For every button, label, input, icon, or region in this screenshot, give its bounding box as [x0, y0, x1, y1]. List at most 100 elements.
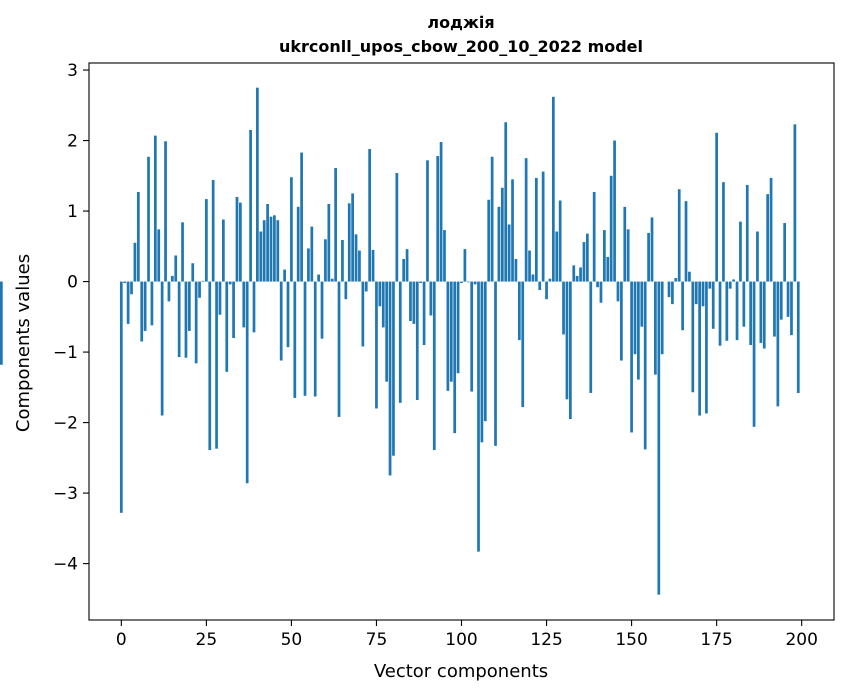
bar-component-101 — [463, 249, 467, 282]
bar-component-146 — [616, 281, 620, 302]
chart-title: лоджія — [427, 13, 494, 32]
bar-component-84 — [405, 249, 409, 282]
bar-component-39 — [252, 281, 256, 333]
bar-component-195 — [783, 223, 787, 282]
bar-component-64 — [337, 281, 341, 417]
bar-component-187 — [756, 231, 759, 282]
bar-component-30 — [222, 219, 225, 282]
bar-component-21 — [191, 263, 195, 282]
bar-component-155 — [647, 232, 650, 282]
bar-component-183 — [742, 281, 746, 327]
bar-component-170 — [698, 281, 701, 416]
bar-component-130 — [562, 281, 565, 335]
bar-component-180 — [732, 279, 736, 282]
bar-component-59 — [320, 281, 324, 339]
bar-component-162 — [671, 281, 674, 305]
bar-component-45 — [273, 215, 276, 282]
bar-component-52 — [296, 206, 300, 282]
bar-component-176 — [718, 281, 722, 346]
bar-component-102 — [466, 281, 470, 283]
bar-component-163 — [674, 278, 678, 282]
bar-component-106 — [480, 281, 484, 443]
bar-component-63 — [334, 168, 337, 282]
bar-component-192 — [773, 281, 776, 337]
bar-component-65 — [341, 239, 344, 282]
bar-component-0 — [119, 281, 123, 513]
bar-component-20 — [187, 281, 191, 331]
bar-component-32 — [228, 281, 232, 285]
bar-component-136 — [582, 242, 586, 282]
bar-component-153 — [640, 281, 644, 327]
bar-component-92 — [432, 281, 436, 451]
bar-component-95 — [443, 230, 446, 282]
bar-component-148 — [623, 206, 627, 282]
bar-component-185 — [749, 281, 753, 346]
y-tick-label: 2 — [67, 132, 78, 152]
bar-component-41 — [259, 231, 263, 282]
bar-component-60 — [324, 239, 327, 282]
bar-component-27 — [211, 180, 215, 282]
bar-component-47 — [279, 281, 283, 361]
bar-component-58 — [317, 274, 320, 282]
bar-component-149 — [626, 229, 630, 282]
bar-component-10 — [153, 135, 157, 282]
bar-component-19 — [184, 281, 188, 358]
bar-component-111 — [497, 206, 501, 282]
bar-component-43 — [266, 204, 269, 282]
bar-component-80 — [392, 281, 395, 456]
bar-component-127 — [551, 96, 555, 282]
bar-component-177 — [722, 182, 725, 282]
bar-component-182 — [739, 221, 742, 282]
y-axis-ticks: −4 −3 −2 −1 0 1 2 3 — [53, 61, 89, 575]
bar-component-77 — [381, 281, 385, 328]
bar-component-171 — [701, 281, 705, 307]
bar-component-172 — [705, 281, 708, 414]
bar-component-38 — [249, 129, 252, 282]
y-tick-label: −4 — [53, 555, 78, 575]
bar-component-13 — [164, 141, 167, 282]
bar-component-147 — [620, 281, 623, 361]
bar-component-174 — [711, 281, 715, 329]
bar-component-74 — [371, 249, 375, 282]
bar-component-51 — [293, 281, 297, 398]
bar-component-117 — [517, 281, 521, 341]
bar-component-134 — [575, 275, 579, 282]
bar-component-83 — [402, 259, 406, 282]
bar-component-128 — [555, 231, 559, 282]
bar-component-165 — [681, 281, 684, 331]
y-tick-label: 0 — [67, 273, 78, 293]
bar-component-137 — [586, 233, 589, 282]
bar-component-124 — [541, 171, 545, 282]
bar-component-25 — [205, 199, 208, 282]
bar-component-142 — [603, 230, 606, 282]
bar-component-131 — [565, 281, 569, 400]
bar-component-158 — [657, 281, 661, 595]
bar-component-73 — [368, 149, 372, 282]
bar-component-105 — [477, 281, 480, 552]
bar-component-78 — [385, 281, 389, 382]
bar-component-121 — [531, 274, 535, 282]
bar-component-49 — [286, 281, 290, 348]
bar-component-133 — [572, 265, 576, 282]
bar-component-197 — [790, 281, 793, 336]
bar-component-96 — [446, 281, 450, 391]
bar-component-193 — [776, 281, 780, 407]
bar-component-61 — [327, 204, 331, 282]
x-tick-label: 75 — [366, 630, 388, 650]
bar-component-82 — [398, 281, 402, 403]
bar-component-156 — [650, 217, 654, 282]
x-tick-label: 50 — [281, 630, 303, 650]
bar-component-81 — [395, 172, 399, 282]
bar-component-167 — [688, 271, 691, 282]
bar-component-23 — [198, 281, 201, 298]
bar-component-88 — [419, 281, 423, 283]
bar-component-3 — [130, 281, 133, 295]
bar-component-129 — [558, 200, 562, 282]
bar-component-14 — [167, 281, 171, 302]
x-tick-label: 150 — [615, 630, 647, 650]
bar-component-54 — [303, 281, 307, 396]
bar-component-40 — [256, 87, 259, 282]
bar-component-9 — [150, 281, 154, 326]
x-tick-label: 125 — [530, 630, 562, 650]
bar-component-18 — [181, 222, 184, 282]
